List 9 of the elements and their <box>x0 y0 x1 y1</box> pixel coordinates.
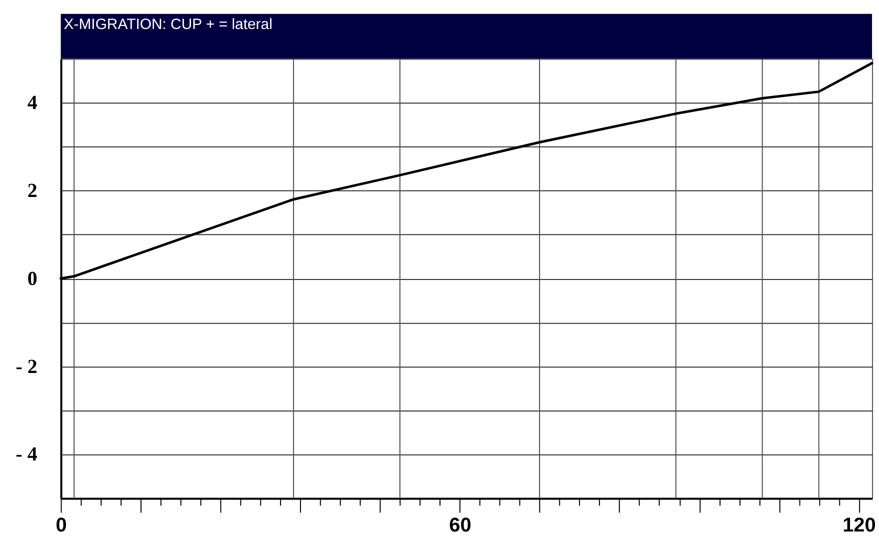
y-tick-label: - 2 <box>16 356 38 378</box>
y-tick-label: 0 <box>27 268 38 290</box>
x-tick-label: 60 <box>449 514 472 537</box>
y-tick-label: 2 <box>27 180 38 202</box>
x-tick-label: 0 <box>56 514 67 537</box>
x-tick-label: 120 <box>842 514 876 537</box>
chart-title: X-MIGRATION: CUP + = lateral <box>64 16 272 33</box>
y-tick-label: - 4 <box>16 444 38 466</box>
y-tick-label: 4 <box>27 92 38 114</box>
